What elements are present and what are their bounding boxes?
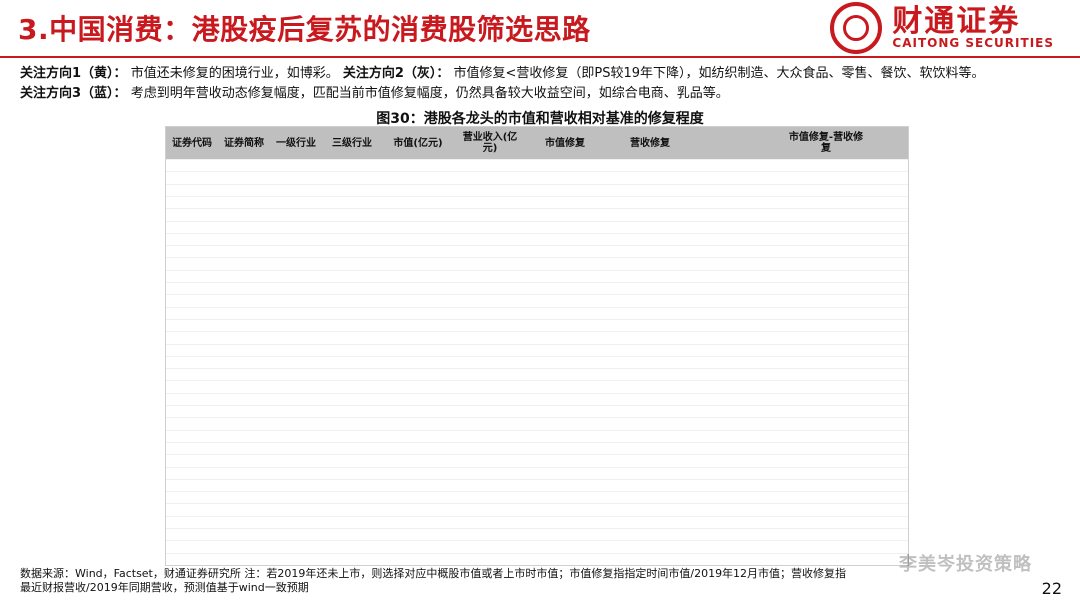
table-row (166, 417, 908, 429)
table-row (166, 294, 908, 306)
page-title: 3.中国消费：港股疫后复苏的消费股筛选思路 (18, 13, 591, 46)
caitong-logo-icon (830, 2, 883, 54)
th-diff: 市值修复-营收修复 (788, 132, 864, 154)
th-code: 证券代码 (172, 137, 212, 149)
th-rev-repair: 营收修复 (630, 137, 670, 149)
table-row (166, 343, 908, 356)
table-row (166, 540, 908, 552)
th-mcap-repair: 市值修复 (545, 137, 585, 149)
table-row (166, 368, 908, 380)
table-row (166, 552, 908, 565)
table-row (166, 306, 908, 319)
footnote: 数据来源：Wind，Factset，财通证券研究所 注：若2019年还未上市，则… (20, 567, 1020, 596)
table-row (166, 183, 908, 196)
focus-1-text: 市值还未修复的困境行业，如博彩。 (130, 66, 339, 81)
table-row (166, 159, 908, 171)
th-name: 证券简称 (224, 137, 264, 149)
title-rule (0, 56, 1080, 58)
table-row (166, 466, 908, 479)
table-row (166, 515, 908, 528)
table-row (166, 380, 908, 392)
table-row (166, 429, 908, 442)
focus-line-1: 关注方向1（黄）： 市值还未修复的困境行业，如博彩。 关注方向2（灰）： 市值修… (20, 64, 1060, 84)
table-row (166, 318, 908, 331)
table-row (166, 257, 908, 269)
focus-line-3: 关注方向3（蓝）： 考虑到明年营收动态修复幅度，匹配当前市值修复幅度，仍然具备较… (20, 84, 1060, 104)
table-row (166, 220, 908, 233)
focus-2-label: 关注方向2（灰）： (342, 66, 450, 81)
brand-en: CAITONG SECURITIES (892, 36, 1054, 51)
top-bar: 3.中国消费：港股疫后复苏的消费股筛选思路 财通证券 CAITONG SECUR… (0, 0, 1080, 56)
table-row (166, 171, 908, 183)
focus-3-text: 考虑到明年营收动态修复幅度，匹配当前市值修复幅度，仍然具备较大收益空间，如综合电… (130, 86, 729, 102)
table-row (166, 269, 908, 282)
th-mcap: 市值(亿元) (393, 137, 443, 149)
table-row (166, 528, 908, 540)
table-row (166, 478, 908, 491)
th-l3: 三级行业 (332, 137, 372, 149)
figure-title: 图30：港股各龙头的市值和营收相对基准的修复程度 (376, 111, 704, 128)
table-row (166, 405, 908, 417)
table-row (166, 355, 908, 368)
table-body (166, 159, 908, 565)
table-row (166, 245, 908, 257)
brand-cn: 财通证券 (892, 3, 1021, 39)
table-header: 证券代码 证券简称 一级行业 三级行业 市值(亿元) 营业收入(亿元) 市值修复… (166, 127, 908, 159)
data-table: 证券代码 证券简称 一级行业 三级行业 市值(亿元) 营业收入(亿元) 市值修复… (165, 126, 909, 566)
wechat-watermark: 李美岑投资策略 (899, 554, 1032, 575)
th-l1: 一级行业 (276, 137, 316, 149)
footnote-line-1: 数据来源：Wind，Factset，财通证券研究所 注：若2019年还未上市，则… (20, 567, 847, 580)
focus-block: 关注方向1（黄）： 市值还未修复的困境行业，如博彩。 关注方向2（灰）： 市值修… (0, 64, 1080, 104)
th-rev: 营业收入(亿元) (462, 132, 518, 154)
focus-1-label: 关注方向1（黄）： (20, 66, 127, 81)
footnote-line-2: 最近财报营收/2019年同期营收，预测值基于wind一致预期 (20, 581, 309, 595)
table-row (166, 454, 908, 466)
brand-text: 财通证券 CAITONG SECURITIES (892, 6, 1054, 50)
table-row (166, 331, 908, 343)
table-row (166, 392, 908, 405)
focus-2-text: 市值修复<营收修复（即PS较19年下降），如纺织制造、大众食品、零售、餐饮、软饮… (453, 66, 985, 81)
table-row (166, 282, 908, 294)
brand: 财通证券 CAITONG SECURITIES (830, 2, 1054, 54)
focus-3-label: 关注方向3（蓝）： (20, 86, 127, 102)
table-row (166, 195, 908, 208)
table-row (166, 232, 908, 245)
table-row (166, 503, 908, 515)
table-row (166, 441, 908, 454)
page-number: 22 (1041, 579, 1062, 598)
table-row (166, 491, 908, 503)
table-row (166, 208, 908, 220)
